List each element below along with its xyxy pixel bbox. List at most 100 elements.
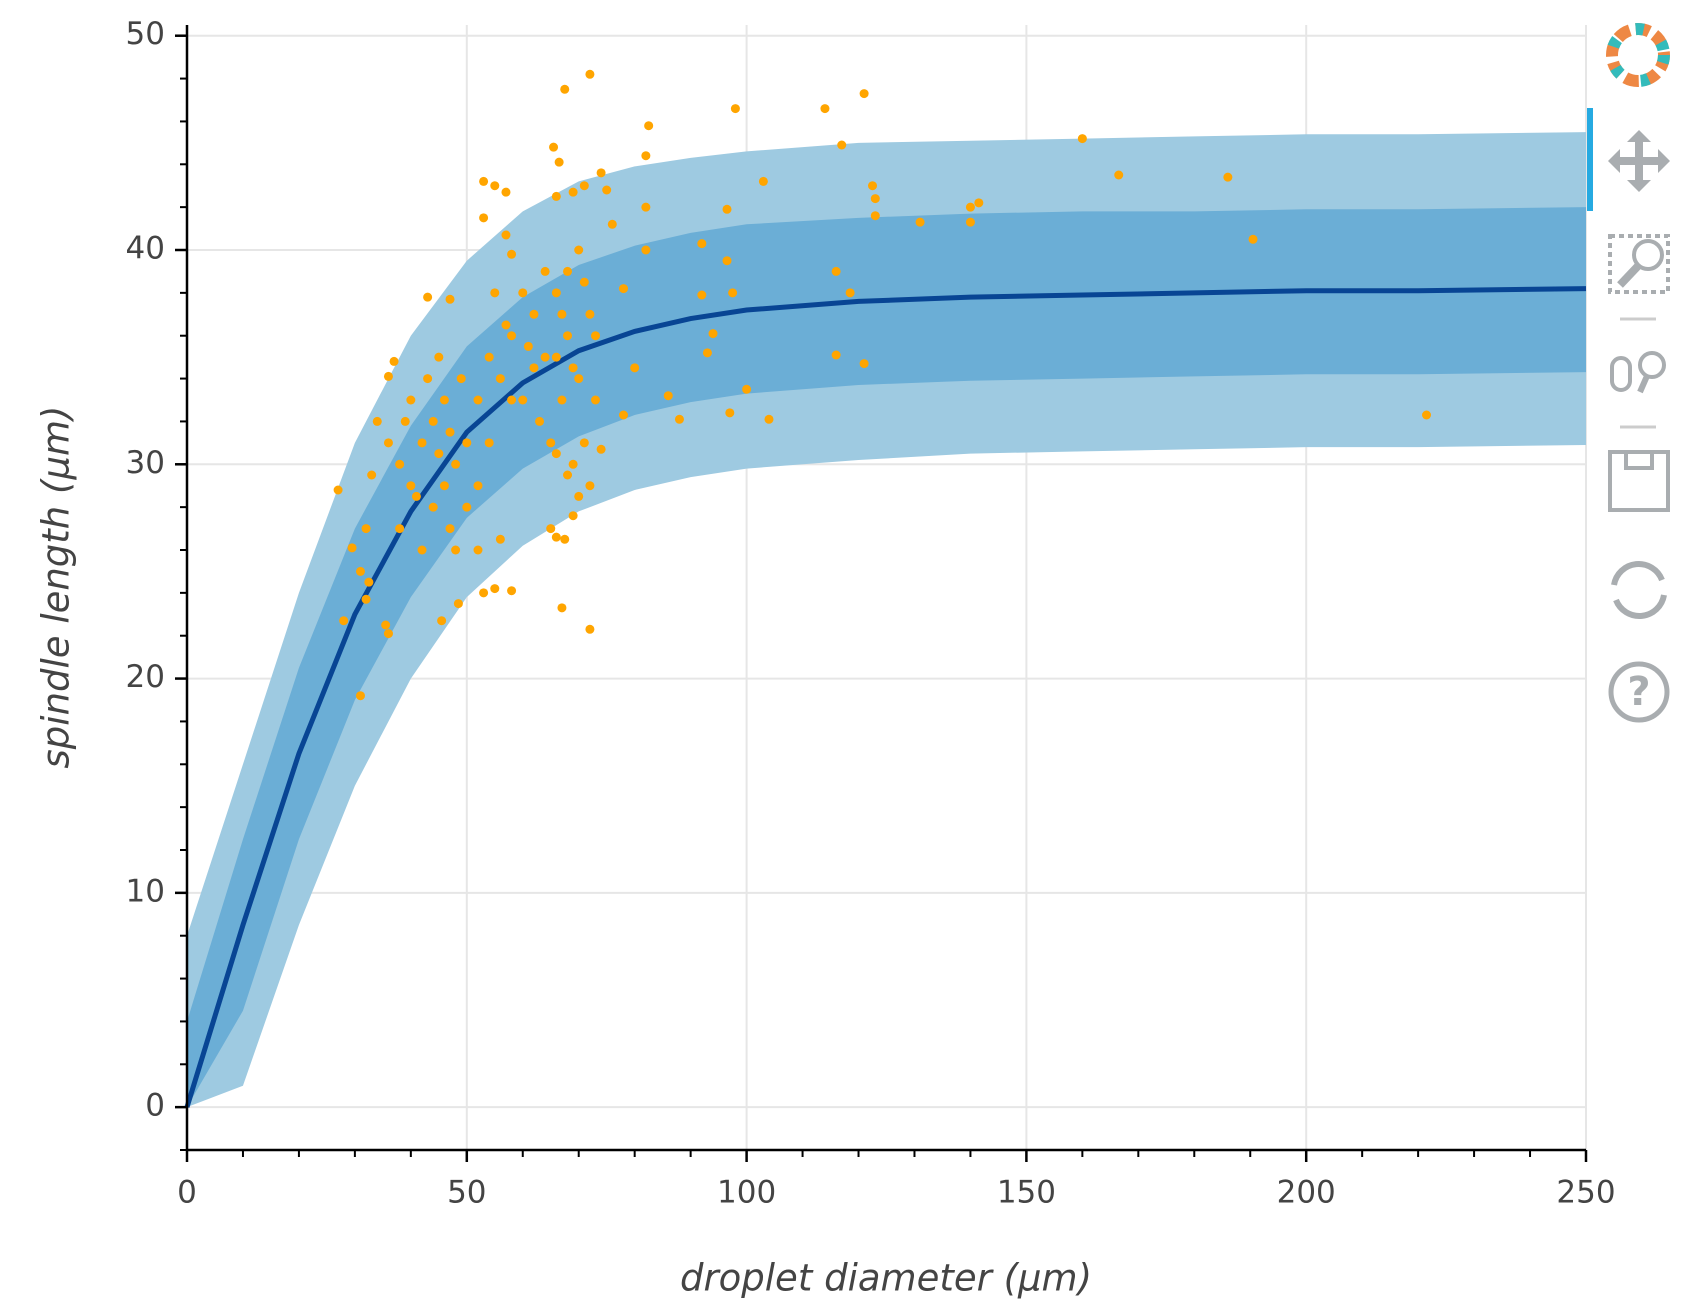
data-point: [518, 395, 528, 405]
data-point: [428, 416, 438, 426]
data-point: [574, 491, 584, 501]
data-point: [347, 543, 357, 553]
x-tick-label: 250: [1556, 1175, 1615, 1211]
data-point: [549, 142, 559, 152]
data-point: [568, 511, 578, 521]
data-point: [439, 395, 449, 405]
data-point: [758, 176, 768, 186]
x-tick-label: 50: [447, 1175, 486, 1211]
data-point: [333, 485, 343, 495]
box-zoom-tool[interactable]: [1608, 234, 1670, 294]
data-point: [473, 395, 483, 405]
data-point: [451, 545, 461, 555]
data-point: [845, 288, 855, 298]
data-point: [1114, 170, 1124, 180]
data-point: [400, 416, 410, 426]
y-tick-label: 40: [126, 231, 165, 267]
data-point: [870, 211, 880, 221]
data-point: [339, 616, 349, 626]
data-point: [585, 69, 595, 79]
data-point: [445, 427, 455, 437]
data-point: [554, 157, 564, 167]
data-point: [518, 288, 528, 298]
data-point: [837, 140, 847, 150]
data-point: [602, 185, 612, 195]
data-point: [641, 202, 651, 212]
data-point: [574, 245, 584, 255]
toolbar: ?: [1587, 23, 1670, 723]
data-point: [529, 309, 539, 319]
data-point: [560, 534, 570, 544]
data-point: [730, 104, 740, 114]
data-point: [579, 438, 589, 448]
wheel-zoom-tool[interactable]: [1610, 351, 1666, 394]
data-point: [557, 309, 567, 319]
data-point: [439, 481, 449, 491]
data-point: [361, 524, 371, 534]
data-point: [473, 481, 483, 491]
data-point: [563, 331, 573, 341]
data-point: [364, 577, 374, 587]
x-tick-label: 150: [997, 1175, 1056, 1211]
data-point: [1223, 172, 1233, 182]
data-point: [831, 350, 841, 360]
save-tool[interactable]: [1608, 450, 1670, 512]
data-point: [563, 266, 573, 276]
data-point: [490, 584, 500, 594]
data-point: [591, 331, 601, 341]
data-point: [383, 438, 393, 448]
data-point: [383, 629, 393, 639]
data-point: [708, 329, 718, 339]
data-point: [618, 284, 628, 294]
data-point: [462, 438, 472, 448]
data-point: [540, 266, 550, 276]
data-point: [479, 176, 489, 186]
data-point: [423, 292, 433, 302]
data-point: [479, 213, 489, 223]
data-point: [445, 294, 455, 304]
reset-tool[interactable]: [1611, 561, 1667, 619]
help-tool[interactable]: ?: [1608, 661, 1670, 723]
data-point: [674, 414, 684, 424]
data-point: [417, 438, 427, 448]
data-point: [585, 309, 595, 319]
data-point: [868, 181, 878, 191]
data-point: [697, 239, 707, 249]
data-point: [367, 470, 377, 480]
data-point: [557, 395, 567, 405]
data-point: [725, 408, 735, 418]
y-tick-label: 30: [126, 445, 165, 481]
data-point: [870, 194, 880, 204]
x-tick-label: 100: [717, 1175, 776, 1211]
y-axis-title: spindle length (μm): [35, 406, 78, 769]
data-point: [560, 84, 570, 94]
data-point: [728, 288, 738, 298]
data-point: [501, 187, 511, 197]
data-point: [568, 363, 578, 373]
data-point: [434, 352, 444, 362]
y-tick-label: 10: [126, 873, 165, 909]
data-point: [568, 459, 578, 469]
data-point: [361, 594, 371, 604]
data-point: [479, 588, 489, 598]
data-point: [523, 341, 533, 351]
data-point: [551, 352, 561, 362]
data-point: [722, 256, 732, 266]
svg-text:?: ?: [1627, 669, 1650, 715]
data-point: [607, 219, 617, 229]
data-point: [618, 410, 628, 420]
data-point: [453, 599, 463, 609]
data-point: [568, 187, 578, 197]
data-point: [546, 524, 556, 534]
data-point: [1077, 134, 1087, 144]
data-point: [965, 202, 975, 212]
pan-tool[interactable]: [1608, 130, 1670, 192]
data-point: [574, 374, 584, 384]
data-point: [663, 391, 673, 401]
x-tick-label: 200: [1277, 1175, 1336, 1211]
inner-band: [187, 207, 1586, 1108]
data-point: [551, 449, 561, 459]
data-point: [484, 352, 494, 362]
data-point: [434, 449, 444, 459]
